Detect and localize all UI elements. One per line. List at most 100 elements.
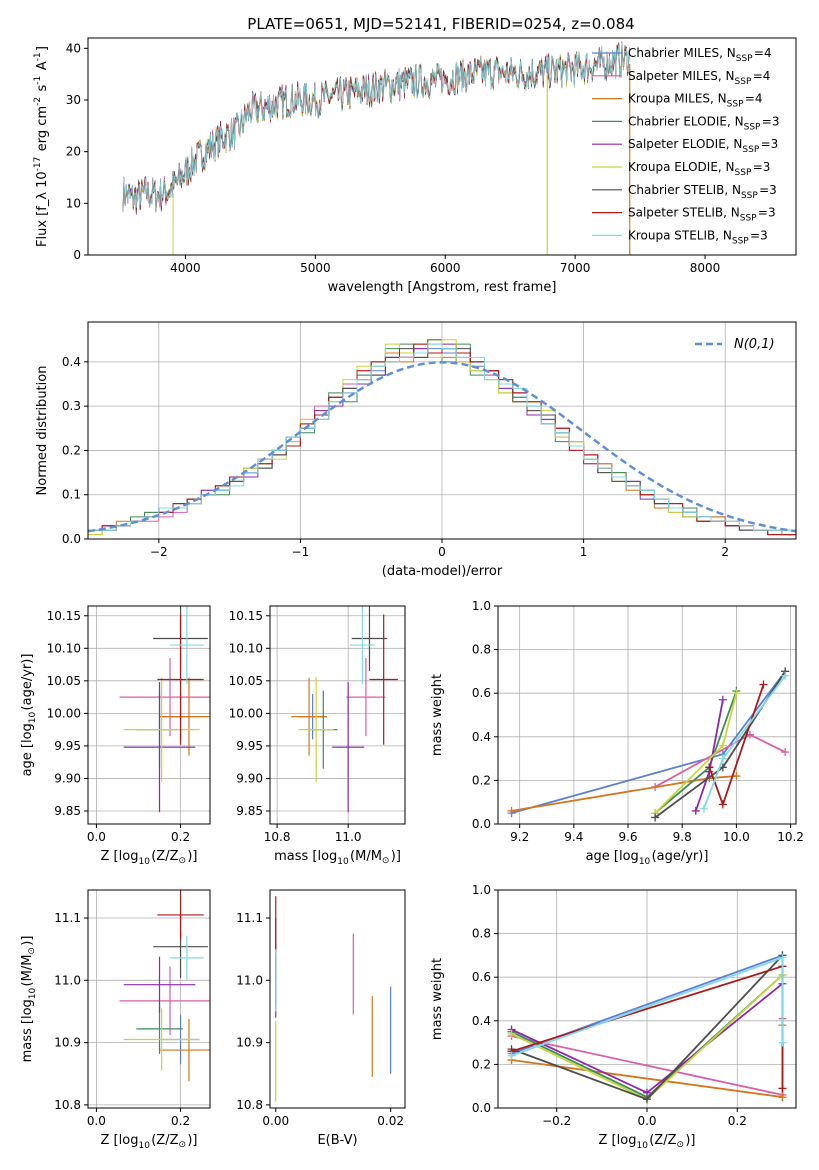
- y-tick-label: 1.0: [472, 599, 491, 613]
- panel-residual_histogram: −2 −1 0 1 2 0.0 0.1 0.2 0.3 0.4 (data-model)/error…: [35, 321, 797, 579]
- y-tick-label: 10: [66, 196, 81, 210]
- panel-mass_weight_vs_Z: −0.2 0.0 0.2 0.0 0.2 0.4 0.6 0.8 1.0 Z [log10 (Z/…: [430, 883, 797, 1151]
- legend-label: Chabrier STELIB, NSSP =3: [628, 183, 777, 201]
- x-axis-label: Z [log10 (Z/Z⊙ )]: [101, 1133, 198, 1151]
- x-tick-label: −0.2: [542, 1114, 571, 1128]
- y-axis-label: Flux [f_λ 10-17 erg cm-2 s-1 A-1 ]: [33, 46, 50, 247]
- weight-marker: [705, 763, 714, 772]
- errorbar-point: [369, 614, 398, 745]
- y-tick-label: 10.9: [54, 1036, 81, 1050]
- weight-marker: [718, 754, 727, 763]
- y-tick-label: 0.2: [62, 443, 81, 457]
- errorbar-point: [123, 682, 196, 813]
- x-tick-label: 0.2: [171, 830, 190, 844]
- legend-label: Kroupa ELODIE, NSSP =3: [628, 160, 770, 178]
- axes-frame: [497, 889, 797, 1109]
- x-tick-label: 9.4: [564, 830, 583, 844]
- errorbar-point: [123, 956, 196, 1013]
- x-tick-label: 9.2: [510, 830, 529, 844]
- plot-area: [122, 41, 631, 255]
- weight-marker: [732, 772, 741, 781]
- errorbar-point: [332, 682, 365, 813]
- y-tick-label: 9.90: [236, 771, 263, 785]
- errorbar-point: [123, 1008, 200, 1071]
- y-axis-label: Normed distribution: [35, 366, 50, 496]
- y-tick-label: 9.95: [54, 739, 81, 753]
- x-tick-label: −1: [292, 545, 310, 559]
- plot-area: [88, 322, 796, 539]
- legend-label: N(0,1): [734, 337, 775, 352]
- y-tick-label: 10.8: [236, 1098, 263, 1112]
- y-tick-label: 10.10: [47, 641, 81, 655]
- y-tick-label: 0.2: [472, 1057, 491, 1071]
- x-axis-label: mass [log10 (M/M⊙ )]: [274, 849, 401, 867]
- x-tick-label: 0.0: [87, 830, 106, 844]
- errorbar-point: [123, 677, 200, 782]
- weight-marker: [718, 800, 727, 809]
- x-tick-label: 10.8: [264, 830, 291, 844]
- plot-area: [270, 606, 405, 824]
- spectrum-line: [122, 42, 631, 213]
- x-axis-label: Z [log10 (Z/Z⊙ )]: [101, 849, 198, 867]
- x-axis-label: (data-model)/error: [382, 564, 503, 579]
- errorbar-point: [298, 677, 334, 782]
- y-tick-label: 10.00: [229, 706, 263, 720]
- x-tick-label: 9.6: [618, 830, 637, 844]
- legend-label: Kroupa STELIB, NSSP =3: [628, 228, 768, 246]
- y-tick-label: 9.95: [236, 739, 263, 753]
- y-tick-label: 0.8: [472, 643, 491, 657]
- x-tick-label: 11.0: [335, 830, 362, 844]
- errorbar-point: [157, 890, 204, 940]
- y-tick-label: 30: [66, 93, 81, 107]
- y-tick-label: 10.10: [229, 641, 263, 655]
- panel-mass_weight_vs_age: 9.2 9.4 9.6 9.8 10.0 10.2 0.0 0.2 0.4 0.6 0.8 1.0 ag…: [430, 599, 804, 867]
- weight-marker: [778, 953, 787, 962]
- spectrum-line: [122, 46, 631, 214]
- legend-label: Salpeter MILES, NSSP =4: [628, 69, 770, 87]
- panel-mass_vs_EBV: 0.00 0.02 10.8 10.9 11.0 11.1 E(B-V): [236, 889, 406, 1148]
- weight-marker: [507, 1029, 516, 1038]
- weight-marker: [643, 1095, 651, 1104]
- errorbar-point: [159, 1018, 210, 1082]
- weight-marker: [759, 680, 768, 689]
- panel-age_vs_mass: 10.8 11.0 9.85 9.90 9.95 10.00 10.05 10.10 10.15…: [229, 605, 406, 867]
- errorbar-point: [346, 658, 386, 737]
- legend-label: Chabrier MILES, NSSP =4: [628, 46, 772, 64]
- weight-marker: [781, 671, 790, 680]
- normal-curve: [88, 361, 796, 533]
- axes-frame: [497, 605, 797, 825]
- y-tick-label: 11.0: [54, 973, 81, 987]
- x-tick-label: 0: [438, 545, 446, 559]
- axes-frame: [87, 605, 211, 825]
- x-tick-label: 1: [580, 545, 588, 559]
- axes-frame: [269, 889, 406, 1109]
- errorbar-point: [349, 606, 375, 685]
- errorbar-point: [351, 606, 388, 672]
- weight-marker: [781, 748, 790, 757]
- x-tick-label: 7000: [560, 261, 591, 275]
- axes-frame: [87, 37, 797, 256]
- y-tick-label: 10.00: [47, 706, 81, 720]
- weight-marker: [699, 804, 708, 813]
- histogram-series: [88, 343, 796, 539]
- weight-marker: [778, 1084, 787, 1093]
- weight-marker: [778, 1038, 787, 1047]
- y-tick-label: 0.3: [62, 399, 81, 413]
- plot-area: [88, 890, 210, 1108]
- x-tick-label: 0.00: [262, 1114, 289, 1128]
- plot-area: [498, 890, 796, 1108]
- x-axis-label: E(B-V): [317, 1133, 357, 1148]
- x-tick-label: 4000: [170, 261, 201, 275]
- x-tick-label: −2: [150, 545, 168, 559]
- x-axis-label: Z [log10 (Z/Z⊙ )]: [599, 1133, 696, 1151]
- y-tick-label: 0.0: [472, 817, 491, 831]
- y-axis-label: age [log10 (age/yr)]: [20, 654, 38, 777]
- panel-age_vs_Z: 0.0 0.2 9.85 9.90 9.95 10.00 10.05 10.10 10.15 Z …: [20, 605, 211, 867]
- x-tick-label: 2: [721, 545, 729, 559]
- weight-marker: [507, 1051, 516, 1060]
- y-tick-label: 20: [66, 145, 81, 159]
- x-tick-label: 9.8: [673, 830, 692, 844]
- plot-area: [88, 606, 210, 824]
- y-tick-label: 40: [66, 41, 81, 55]
